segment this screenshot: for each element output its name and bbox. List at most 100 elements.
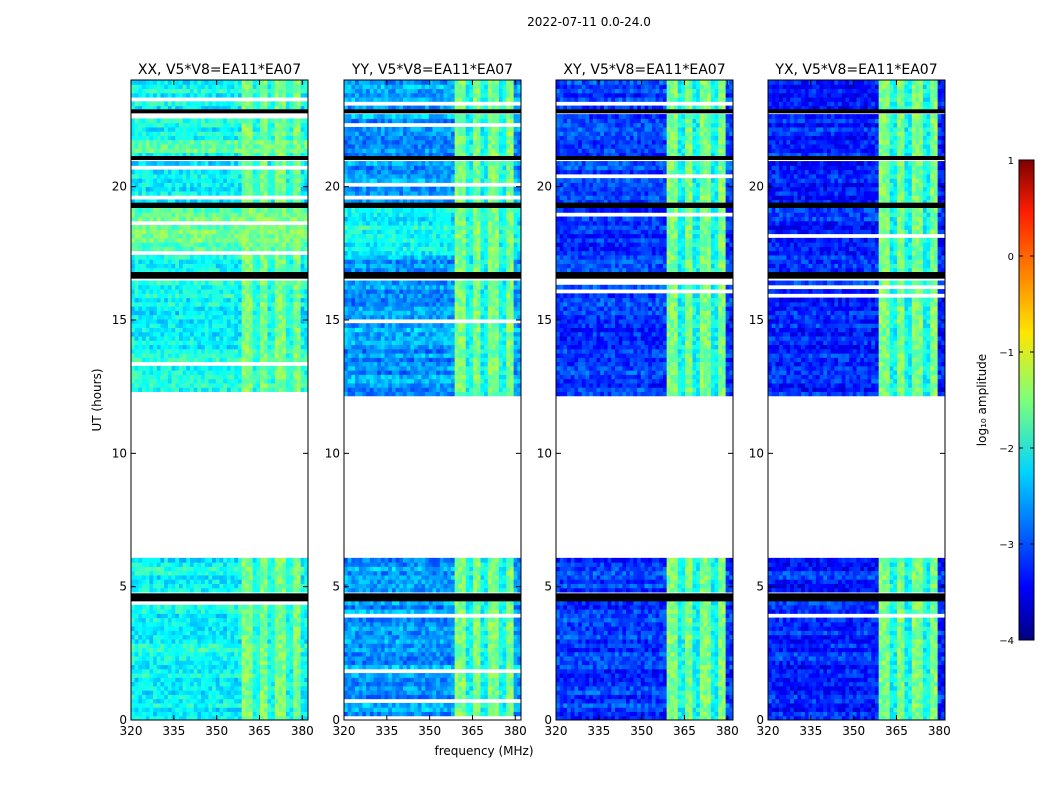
heatmap-cell [384,690,389,695]
heatmap-cell [186,677,191,683]
heatmap-cell [289,267,294,273]
heatmap-cell [498,702,504,708]
heatmap-cell [300,673,305,678]
heatmap-cell [167,101,173,107]
heatmap-cell [145,229,150,235]
heatmap-cell [252,378,257,384]
heatmap-cell [204,694,209,700]
heatmap-cell [190,579,195,584]
heatmap-cell [249,647,254,653]
heatmap-cell [171,621,176,627]
heatmap-cell [138,246,143,252]
heatmap-cell [131,340,136,346]
heatmap-cell [252,353,257,358]
heatmap-cell [260,323,265,328]
heatmap-cell [178,331,184,337]
heatmap-cell [142,673,147,678]
heatmap-cell [369,694,374,700]
heatmap-cell [190,609,195,614]
heatmap-cell [138,161,143,166]
heatmap-cell [164,651,169,657]
heatmap-cell [175,698,180,704]
heatmap-cell [212,702,217,708]
heatmap-cell [274,263,279,269]
heatmap-cell [285,199,291,205]
heatmap-cell [145,212,150,218]
heatmap-cell [153,668,158,674]
heatmap-cell [142,122,147,128]
heatmap-cell [156,225,161,230]
heatmap-cell [153,664,158,670]
heatmap-cell [274,643,279,648]
heatmap-cell [142,148,147,154]
heatmap-cell [186,673,191,678]
heatmap-cell [160,677,165,683]
heatmap-cell [293,587,298,593]
heatmap-cell [171,263,176,269]
heatmap-cell [267,365,272,371]
heatmap-cell [267,310,272,316]
heatmap-cell [212,357,217,363]
heatmap-cell [138,267,143,273]
heatmap-cell [289,668,294,674]
heatmap-cell [167,336,173,341]
heatmap-cell [271,690,276,695]
heatmap-cell [190,259,195,264]
heatmap-cell [293,685,298,691]
heatmap-cell [271,122,276,128]
heatmap-cell [289,365,294,371]
heatmap-cell [260,289,265,294]
heatmap-cell [212,677,217,683]
heatmap-cell [252,190,257,196]
heatmap-cell [178,609,184,614]
heatmap-cell [245,310,250,316]
heatmap-cell [138,344,143,350]
heatmap-cell [134,169,139,175]
heatmap-cell [300,587,305,593]
heatmap-cell [145,101,150,107]
heatmap-cell [178,668,184,674]
heatmap-cell [267,348,272,354]
heatmap-cell [160,604,165,610]
heatmap-cell [149,118,154,124]
heatmap-cell [300,378,305,384]
heatmap-cell [153,685,158,691]
heatmap-cell [149,557,154,563]
heatmap-cell [164,169,169,175]
heatmap-cell [167,387,173,392]
heatmap-cell [271,178,276,183]
heatmap-cell [304,357,309,363]
heatmap-cell [249,293,254,299]
heatmap-cell [282,161,287,166]
heatmap-cell [282,314,287,320]
heatmap-cell [171,225,176,230]
heatmap-cell [263,344,268,350]
heatmap-cell [182,579,187,584]
heatmap-cell [252,570,257,576]
heatmap-cell [201,139,206,145]
heatmap-cell [245,353,250,358]
heatmap-cell [249,152,254,158]
heatmap-cell [241,306,246,311]
heatmap-cell [175,344,180,350]
heatmap-cell [175,660,180,666]
heatmap-cell [215,566,220,572]
heatmap-cell [271,293,276,299]
heatmap-cell [304,370,309,375]
heatmap-cell [131,604,136,610]
heatmap-cell [204,651,209,657]
heatmap-cell [245,344,250,350]
heatmap-cell [226,613,232,619]
heatmap-cell [417,694,422,700]
heatmap-cell [167,604,173,610]
heatmap-cell [263,681,268,687]
heatmap-cell [249,344,254,350]
heatmap-cell [278,314,283,320]
heatmap-cell [153,331,158,337]
heatmap-cell [234,178,239,183]
heatmap-cell [223,289,228,294]
heatmap-cell [156,314,161,320]
heatmap-cell [190,233,195,239]
heatmap-cell [197,122,202,128]
heatmap-cell [289,621,294,627]
